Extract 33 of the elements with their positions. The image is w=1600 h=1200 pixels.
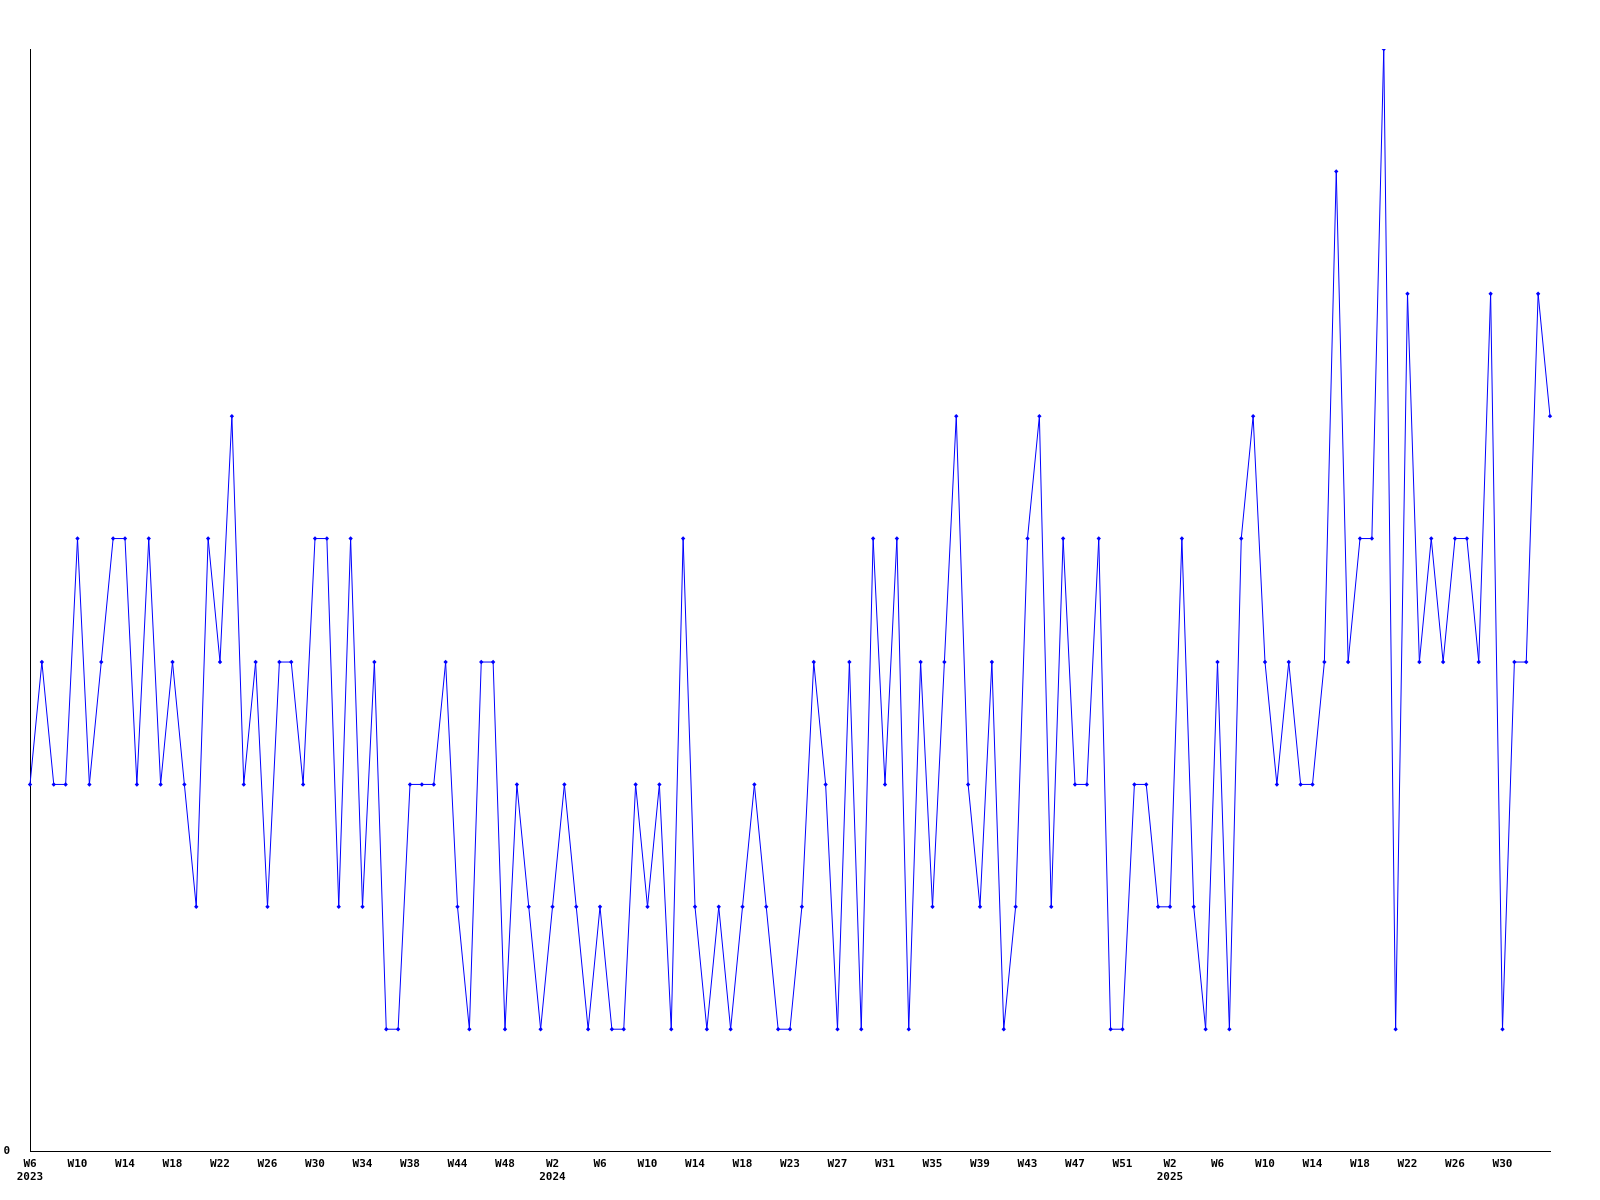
- x-tick-label: W47: [1065, 1157, 1085, 1171]
- x-tick-label: W31: [875, 1157, 896, 1171]
- x-tick-label: W35: [922, 1157, 943, 1171]
- x-tick-label: W30: [305, 1157, 325, 1171]
- x-tick-label: W10: [1255, 1157, 1275, 1171]
- x-tick-label: W26: [1445, 1157, 1466, 1171]
- x-tick-label: W2 2025: [1156, 1157, 1184, 1184]
- x-tick-label: W34: [352, 1157, 373, 1171]
- x-tick-label: W22: [1397, 1157, 1418, 1171]
- x-tick-label: W27: [827, 1157, 848, 1171]
- x-tick-label: W22: [210, 1157, 230, 1171]
- x-tick-label: W48: [495, 1157, 515, 1171]
- x-tick-label: W23: [780, 1157, 800, 1171]
- text: 0: [3, 1144, 10, 1158]
- x-tick-label: W14: [1302, 1157, 1323, 1171]
- x-tick-label: W18: [1350, 1157, 1370, 1171]
- x-tick-label: W14: [685, 1157, 706, 1171]
- x-tick-label: W10: [637, 1157, 658, 1171]
- x-tick-label: W44: [447, 1157, 468, 1171]
- x-tick-label: W43: [1017, 1157, 1038, 1171]
- x-tick-label: W38: [400, 1157, 420, 1171]
- x-tick-label: W30: [1492, 1157, 1513, 1171]
- x-tick-label: W18: [732, 1157, 753, 1171]
- x-tick-label: W6: [1210, 1157, 1225, 1171]
- x-tick-label: W14: [115, 1157, 136, 1171]
- x-tick-label: W6 2023: [16, 1157, 44, 1184]
- x-tick-label: W18: [162, 1157, 183, 1171]
- x-tick-label: W2 2024: [539, 1157, 567, 1184]
- x-tick-label: W10: [67, 1157, 88, 1171]
- x-tick-label: W6: [593, 1157, 607, 1171]
- x-tick-label: W39: [970, 1157, 990, 1171]
- x-tick-label: W26: [257, 1157, 278, 1171]
- x-tick-label: W51: [1112, 1157, 1133, 1171]
